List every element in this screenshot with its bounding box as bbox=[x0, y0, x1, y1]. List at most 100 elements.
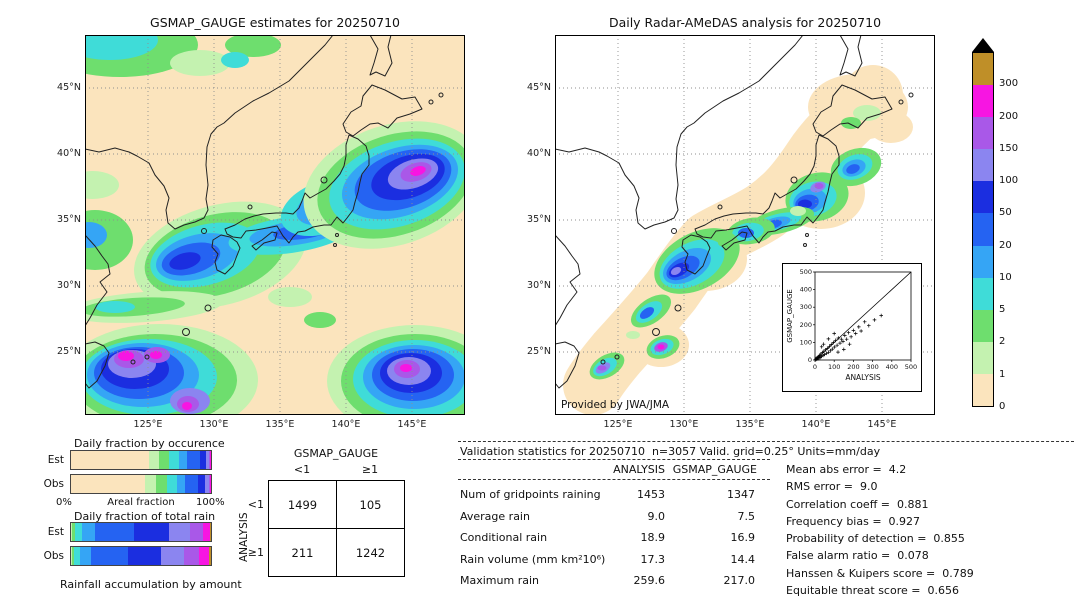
bar-segment bbox=[210, 523, 211, 541]
colorbar-label: 2 bbox=[999, 336, 1006, 348]
radar-x-tick-label: 125°E bbox=[603, 419, 633, 430]
contingency-col-header-lt1: <1 bbox=[293, 463, 311, 476]
scatter-point bbox=[859, 329, 863, 333]
bar-segment bbox=[176, 475, 186, 493]
amount-obs-bar bbox=[70, 546, 212, 566]
amount-est-bar bbox=[70, 522, 212, 542]
colorbar-label: 100 bbox=[999, 175, 1019, 187]
radar-y-tick-label: 25°N bbox=[527, 346, 551, 357]
radar-y-tick-label: 45°N bbox=[527, 82, 551, 93]
scatter-point bbox=[843, 333, 847, 338]
gsmap-x-tick-label: 145°E bbox=[397, 419, 427, 430]
colorbar-segment bbox=[973, 309, 993, 342]
colorbar-label: 10 bbox=[999, 271, 1012, 283]
amount-footer: Rainfall accumulation by amount bbox=[60, 578, 242, 591]
amount-title: Daily fraction of total rain bbox=[74, 510, 216, 523]
areal-fraction-min: 0% bbox=[56, 497, 72, 508]
validation-col-gsmap-gauge: GSMAP_GAUGE bbox=[672, 463, 757, 476]
colorbar-label: 300 bbox=[999, 78, 1019, 90]
scatter-point bbox=[821, 342, 826, 346]
scatter-point bbox=[842, 347, 846, 352]
contingency-cell-hits-none: 1499 bbox=[269, 481, 337, 529]
scatter-point bbox=[851, 328, 856, 333]
bar-segment bbox=[187, 451, 200, 469]
colorbar-label: 0 bbox=[999, 401, 1006, 412]
x-tick-label: 400 bbox=[886, 363, 898, 371]
gsmap-y-tick-label: 35°N bbox=[57, 214, 81, 225]
bar-segment bbox=[75, 523, 83, 541]
scatter-point bbox=[857, 325, 861, 329]
x-tick-label: 200 bbox=[847, 363, 859, 371]
rain-shading bbox=[85, 35, 465, 415]
colorbar-label: 50 bbox=[999, 207, 1012, 219]
map-frame bbox=[85, 35, 465, 415]
divider-under-title bbox=[458, 459, 770, 460]
colorbar-segment bbox=[973, 341, 993, 374]
colorbar-label: 20 bbox=[999, 239, 1012, 251]
colorbar bbox=[972, 52, 994, 407]
contingency-cell-miss: 211 bbox=[269, 529, 337, 577]
bar-segment bbox=[168, 523, 190, 541]
scatter-point bbox=[832, 345, 837, 349]
colorbar-segment bbox=[973, 213, 993, 246]
bar-segment bbox=[127, 547, 162, 565]
gsmap-y-tick-label: 30°N bbox=[57, 280, 81, 291]
bar-segment bbox=[208, 451, 211, 469]
coastlines bbox=[555, 35, 914, 389]
metric-line: Equitable threat score = 0.656 bbox=[786, 584, 959, 598]
bar-segment bbox=[205, 451, 209, 469]
y-tick-label: 100 bbox=[800, 338, 812, 346]
bar-segment bbox=[202, 523, 211, 541]
bar-segment bbox=[94, 523, 134, 541]
validation-row-value: 259.6 bbox=[633, 574, 666, 588]
colorbar-label: 1 bbox=[999, 368, 1006, 380]
contingency-cell-hits: 1242 bbox=[337, 529, 405, 577]
x-tick-label: 100 bbox=[828, 363, 840, 371]
areal-fraction-label: Areal fraction bbox=[107, 497, 175, 508]
bar-segment bbox=[199, 451, 206, 469]
bar-segment bbox=[205, 475, 209, 493]
validation-row-value: 1347 bbox=[727, 488, 755, 502]
validation-table: Num of gridpoints raining 1453 1347 Average… bbox=[460, 484, 770, 592]
scatter-point bbox=[824, 351, 829, 356]
scatter-point bbox=[835, 343, 839, 347]
bar-segment bbox=[178, 451, 188, 469]
colorbar-label: 150 bbox=[999, 142, 1019, 154]
radar-y-tick-label: 35°N bbox=[527, 214, 551, 225]
colorbar-segment bbox=[973, 181, 993, 214]
bar-segment bbox=[185, 475, 199, 493]
bar-segment bbox=[72, 523, 76, 541]
gridlines bbox=[85, 35, 465, 415]
validation-row-value: 7.5 bbox=[737, 509, 756, 523]
gsmap-y-tick-label: 25°N bbox=[57, 346, 81, 357]
inset-xlabel: ANALYSIS bbox=[845, 373, 881, 382]
bar-segment bbox=[71, 547, 75, 565]
bar-segment bbox=[198, 475, 206, 493]
validation-col-analysis: ANALYSIS bbox=[613, 463, 665, 476]
coastlines bbox=[85, 35, 444, 389]
metric-line: Probability of detection = 0.855 bbox=[786, 532, 965, 546]
colorbar-label: 5 bbox=[999, 304, 1006, 316]
scatter-point bbox=[862, 320, 867, 324]
y-tick-label: 400 bbox=[800, 286, 812, 294]
occurrence-est-bar bbox=[70, 450, 212, 470]
validation-row-label: Average rain bbox=[460, 509, 530, 523]
bar-segment bbox=[208, 547, 211, 565]
scatter-point bbox=[831, 340, 836, 345]
scatter-point bbox=[822, 349, 826, 353]
bar-segment bbox=[149, 451, 160, 469]
occurrence-obs-label: Obs bbox=[43, 478, 64, 490]
metric-line: RMS error = 9.0 bbox=[786, 480, 878, 494]
occurrence-title: Daily fraction by occurence bbox=[74, 437, 225, 450]
scatter-plot: 0 100 200 300 400 500 0 100 200 300 400 500 ANALYSIS… bbox=[786, 268, 917, 382]
y-tick-label: 200 bbox=[800, 321, 812, 329]
scatter-point bbox=[827, 344, 832, 349]
colorbar-segment bbox=[973, 245, 993, 278]
validation-row: Conditional rain 18.9 16.9 bbox=[460, 527, 770, 549]
contingency-cell-false-alarm: 105 bbox=[337, 481, 405, 529]
colorbar-overflow-triangle bbox=[972, 38, 994, 52]
bar-segment bbox=[144, 475, 156, 493]
colorbar-segment bbox=[973, 373, 993, 407]
contingency-title: GSMAP_GAUGE bbox=[293, 447, 379, 460]
areal-fraction-max: 100% bbox=[196, 497, 225, 508]
